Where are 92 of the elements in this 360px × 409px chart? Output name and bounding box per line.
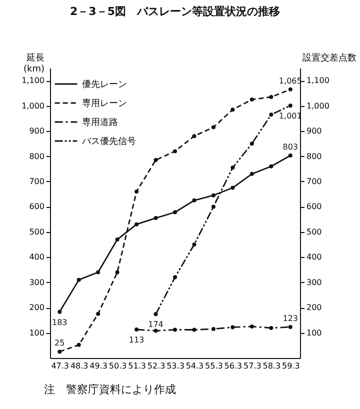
y-tick-label: 1,100 (22, 76, 44, 86)
point (96, 312, 100, 316)
point (76, 342, 81, 347)
point (115, 270, 120, 274)
y-tick-label: 1,000 (22, 101, 44, 110)
y-axis-title: 延長 (km) (23, 52, 44, 74)
y2-tick-label: 800 (306, 152, 322, 161)
point (250, 324, 254, 328)
point (173, 149, 177, 154)
point (269, 95, 274, 99)
data-label: 123 (282, 314, 298, 323)
x-tick-label: 47.3 (51, 362, 70, 370)
point (192, 198, 196, 202)
x-tick-label: 53.3 (166, 362, 184, 370)
y2-tick-label: 700 (306, 176, 322, 186)
point (269, 112, 274, 117)
x-tick-label: 51.3 (128, 362, 146, 370)
y-tick-label: 400 (29, 252, 44, 262)
y2-tick-label: 600 (306, 202, 322, 212)
point (192, 328, 196, 332)
y-tick-label: 800 (29, 152, 44, 161)
y-tick-label: 200 (29, 303, 44, 312)
y2-tick-label: 1,000 (306, 101, 330, 110)
chart-title: 2－3－5図 バスレーン等設置状況の推移 (70, 5, 280, 18)
point (269, 326, 274, 330)
point (192, 134, 196, 138)
legend-label: 優先レーン (82, 79, 127, 90)
y-tick-label: 500 (29, 227, 44, 236)
point (173, 328, 177, 332)
x-tick-label: 52.3 (147, 362, 166, 370)
point (154, 158, 158, 162)
point (134, 328, 139, 332)
y2-tick-label: 300 (306, 278, 322, 287)
data-label: 803 (282, 142, 298, 152)
point (115, 237, 120, 242)
y2-tick-label: 400 (306, 252, 322, 262)
y2-tick-label: 900 (306, 126, 322, 136)
point (76, 278, 81, 282)
point (154, 328, 158, 333)
point (230, 166, 235, 170)
y2-axis-title: 設置交差点数 (302, 52, 356, 64)
legend-label: 専用レーン (82, 98, 127, 109)
point (288, 104, 292, 108)
x-tick-label: 59.3 (282, 362, 300, 370)
point (96, 270, 100, 274)
point (154, 312, 158, 316)
y2-tick-label: 200 (306, 303, 322, 312)
x-tick-label: 48.3 (70, 362, 88, 370)
point (58, 310, 62, 314)
point (230, 186, 235, 190)
point (288, 87, 292, 92)
point (288, 154, 292, 158)
y2-tick-label: 100 (306, 328, 322, 338)
point (134, 222, 139, 226)
y-tick-label: 600 (29, 202, 44, 212)
data-label: 174 (148, 320, 164, 330)
point (173, 275, 177, 280)
x-tick-label: 54.3 (186, 362, 204, 370)
point (58, 350, 62, 354)
y2-tick-label: 1,100 (306, 76, 330, 86)
y-tick-label: 700 (29, 176, 44, 186)
point (134, 190, 139, 194)
point (173, 210, 177, 214)
y-tick-label: 100 (29, 328, 44, 338)
data-label: 183 (52, 318, 68, 327)
y2-tick-label: 500 (306, 227, 322, 236)
y-tick-label: 900 (29, 126, 44, 136)
x-tick-label: 50.3 (108, 362, 127, 370)
point (269, 164, 274, 168)
point (288, 324, 292, 329)
x-tick-label: 57.3 (244, 362, 262, 370)
x-tick-label: 56.3 (224, 362, 242, 370)
point (192, 242, 196, 247)
point (250, 172, 254, 176)
point (230, 325, 235, 330)
data-label: 25 (54, 338, 65, 348)
y-tick-label: 300 (29, 278, 44, 287)
text: 注 警察庁資料により作成 (44, 382, 176, 397)
point (211, 327, 216, 331)
point (211, 125, 216, 130)
x-tick-label: 55.3 (205, 362, 223, 370)
data-label: 113 (128, 336, 144, 345)
x-tick-label: 58.3 (262, 362, 281, 370)
point (250, 142, 254, 146)
point (211, 193, 216, 198)
point (230, 108, 235, 112)
legend-label: バス優先信号 (81, 136, 136, 147)
point (154, 216, 158, 220)
legend-label: 専用道路 (82, 117, 118, 128)
point (250, 98, 254, 102)
point (211, 204, 216, 209)
x-tick-label: 49.3 (90, 362, 108, 370)
